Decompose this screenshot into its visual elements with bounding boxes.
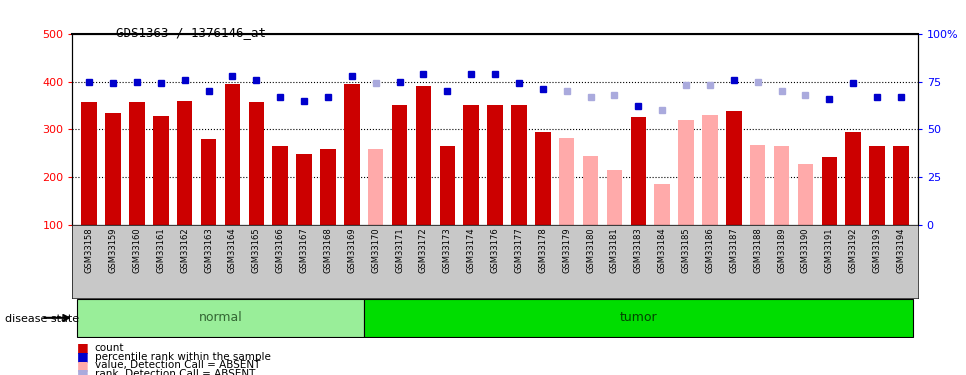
Bar bbox=[726, 111, 742, 225]
Text: GSM33192: GSM33192 bbox=[849, 227, 858, 273]
Bar bbox=[822, 157, 838, 225]
Bar bbox=[129, 102, 145, 225]
Text: percentile rank within the sample: percentile rank within the sample bbox=[95, 352, 270, 362]
Bar bbox=[272, 146, 288, 225]
Bar bbox=[654, 184, 670, 225]
Text: GSM33194: GSM33194 bbox=[896, 227, 905, 273]
Bar bbox=[364, 299, 913, 337]
Text: GDS1363 / 1376146_at: GDS1363 / 1376146_at bbox=[116, 26, 266, 39]
Text: tumor: tumor bbox=[619, 311, 657, 324]
Text: value, Detection Call = ABSENT: value, Detection Call = ABSENT bbox=[95, 360, 260, 370]
Text: GSM33187: GSM33187 bbox=[729, 227, 738, 273]
Text: GSM33185: GSM33185 bbox=[682, 227, 691, 273]
Text: GSM33171: GSM33171 bbox=[395, 227, 404, 273]
Bar bbox=[344, 84, 359, 225]
Bar bbox=[81, 102, 97, 225]
Text: GSM33166: GSM33166 bbox=[275, 227, 285, 273]
Text: count: count bbox=[95, 343, 125, 353]
Text: GSM33180: GSM33180 bbox=[586, 227, 595, 273]
Text: GSM33193: GSM33193 bbox=[872, 227, 882, 273]
Text: GSM33191: GSM33191 bbox=[825, 227, 834, 273]
Bar bbox=[559, 138, 575, 225]
Text: GSM33183: GSM33183 bbox=[634, 227, 642, 273]
Bar bbox=[774, 146, 789, 225]
Text: ■: ■ bbox=[77, 350, 89, 363]
Text: GSM33168: GSM33168 bbox=[324, 227, 332, 273]
Bar bbox=[702, 115, 718, 225]
Bar bbox=[392, 105, 408, 225]
Bar bbox=[582, 156, 598, 225]
Bar bbox=[798, 164, 813, 225]
Text: GSM33184: GSM33184 bbox=[658, 227, 667, 273]
Text: GSM33160: GSM33160 bbox=[132, 227, 141, 273]
Bar bbox=[77, 299, 364, 337]
Text: GSM33163: GSM33163 bbox=[204, 227, 213, 273]
Bar bbox=[225, 84, 241, 225]
Text: GSM33179: GSM33179 bbox=[562, 227, 571, 273]
Bar bbox=[320, 148, 336, 225]
Text: GSM33190: GSM33190 bbox=[801, 227, 810, 273]
Bar bbox=[201, 139, 216, 225]
Bar bbox=[750, 145, 765, 225]
Text: GSM33189: GSM33189 bbox=[777, 227, 786, 273]
Text: GSM33186: GSM33186 bbox=[705, 227, 715, 273]
Text: GSM33176: GSM33176 bbox=[491, 227, 499, 273]
Bar bbox=[607, 170, 622, 225]
Bar bbox=[845, 132, 861, 225]
Bar bbox=[678, 120, 694, 225]
Bar bbox=[487, 105, 503, 225]
Bar bbox=[368, 148, 384, 225]
Text: GSM33173: GSM33173 bbox=[442, 227, 452, 273]
Bar bbox=[440, 146, 455, 225]
Bar bbox=[415, 86, 431, 225]
Text: GSM33162: GSM33162 bbox=[181, 227, 189, 273]
Text: GSM33177: GSM33177 bbox=[515, 227, 524, 273]
Text: disease state: disease state bbox=[5, 315, 79, 324]
Text: GSM33178: GSM33178 bbox=[538, 227, 548, 273]
Text: ■: ■ bbox=[77, 368, 89, 375]
Bar bbox=[631, 117, 646, 225]
Bar bbox=[511, 105, 526, 225]
Text: GSM33174: GSM33174 bbox=[467, 227, 475, 273]
Text: GSM33188: GSM33188 bbox=[753, 227, 762, 273]
Text: GSM33164: GSM33164 bbox=[228, 227, 237, 273]
Bar bbox=[869, 146, 885, 225]
Bar bbox=[464, 105, 479, 225]
Bar bbox=[894, 146, 909, 225]
Text: GSM33161: GSM33161 bbox=[156, 227, 165, 273]
Bar bbox=[105, 112, 121, 225]
Bar bbox=[535, 132, 551, 225]
Bar bbox=[177, 101, 192, 225]
Text: normal: normal bbox=[199, 311, 242, 324]
Bar bbox=[153, 116, 168, 225]
Text: GSM33181: GSM33181 bbox=[610, 227, 619, 273]
Text: GSM33172: GSM33172 bbox=[419, 227, 428, 273]
Bar bbox=[248, 102, 264, 225]
Text: GSM33167: GSM33167 bbox=[299, 227, 308, 273]
Text: GSM33170: GSM33170 bbox=[371, 227, 381, 273]
Text: ■: ■ bbox=[77, 342, 89, 354]
Bar bbox=[297, 154, 312, 225]
Text: ■: ■ bbox=[77, 359, 89, 372]
Text: GSM33158: GSM33158 bbox=[85, 227, 94, 273]
Text: rank, Detection Call = ABSENT: rank, Detection Call = ABSENT bbox=[95, 369, 255, 375]
Text: GSM33159: GSM33159 bbox=[108, 227, 118, 273]
Text: GSM33169: GSM33169 bbox=[348, 227, 356, 273]
Text: GSM33165: GSM33165 bbox=[252, 227, 261, 273]
